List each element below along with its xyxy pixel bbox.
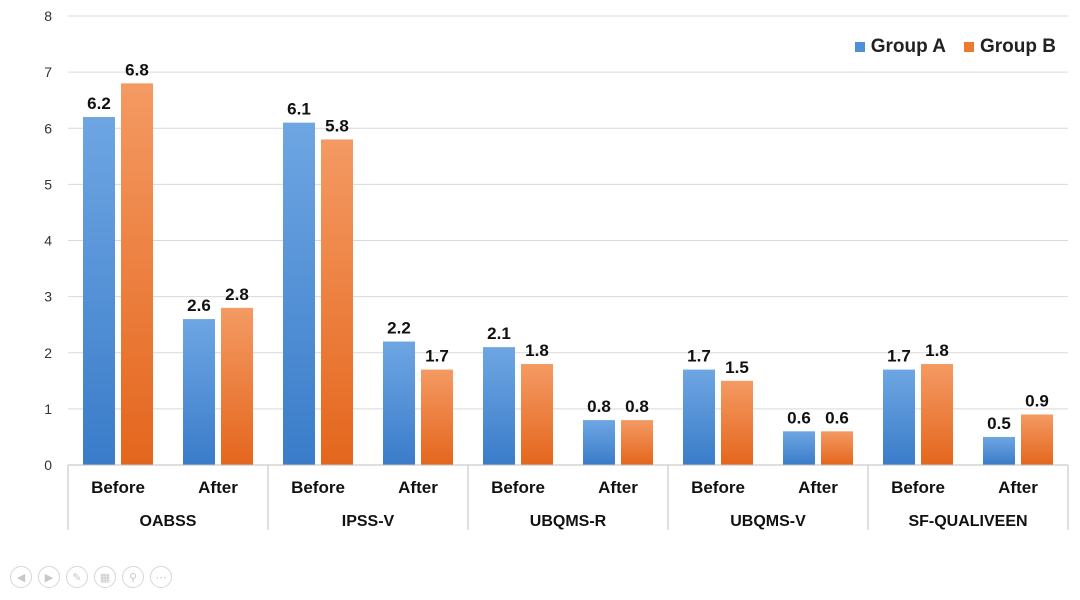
y-tick-label: 3: [44, 289, 52, 305]
data-label: 0.9: [1025, 391, 1049, 410]
legend-item-group-a: Group A: [854, 36, 946, 58]
legend-swatch-group-b: [964, 42, 974, 52]
data-label: 1.5: [725, 358, 749, 377]
data-label: 0.8: [587, 397, 611, 416]
data-label: 1.7: [425, 347, 449, 366]
data-label: 0.6: [787, 408, 811, 427]
data-label: 2.2: [387, 319, 411, 338]
group-label: SF-QUALIVEEN: [908, 513, 1027, 530]
data-label: 0.6: [825, 408, 849, 427]
data-label: 1.7: [687, 347, 711, 366]
data-label: 1.8: [525, 341, 549, 360]
x-tick-label: After: [398, 478, 438, 497]
bar-group-a: [883, 369, 915, 465]
data-label: 0.8: [625, 397, 649, 416]
x-tick-label: After: [198, 478, 238, 497]
bar-group-a: [683, 369, 715, 465]
legend-label-group-b: Group B: [980, 36, 1056, 57]
x-tick-label: After: [598, 478, 638, 497]
legend: Group A Group B: [854, 36, 1056, 58]
data-label: 2.6: [187, 296, 211, 315]
pen-icon[interactable]: ✎: [66, 566, 88, 588]
y-tick-label: 4: [44, 233, 52, 249]
y-tick-label: 0: [44, 457, 52, 473]
group-label: UBQMS-R: [530, 513, 607, 530]
bar-group-a: [283, 122, 315, 465]
y-tick-label: 6: [44, 120, 52, 136]
data-label: 1.8: [925, 341, 949, 360]
y-tick-label: 1: [44, 401, 52, 417]
data-label: 1.7: [887, 347, 911, 366]
y-tick-label: 2: [44, 345, 52, 361]
prev-icon[interactable]: ◀: [10, 566, 32, 588]
y-tick-label: 5: [44, 176, 52, 192]
bar-group-a: [983, 436, 1015, 465]
bars: [83, 83, 1053, 466]
legend-item-group-b: Group B: [964, 36, 1056, 58]
group-label: IPSS-V: [342, 513, 395, 530]
x-tick-label: Before: [291, 478, 345, 497]
bar-group-b: [821, 431, 853, 465]
bar-group-a: [483, 347, 515, 465]
bar-group-a: [383, 341, 415, 465]
bar-group-b: [621, 420, 653, 465]
bar-group-b: [121, 83, 153, 465]
gridlines: [68, 15, 1068, 466]
x-tick-label: After: [798, 478, 838, 497]
y-tick-label: 7: [44, 64, 52, 80]
bar-group-b: [421, 369, 453, 465]
data-labels: 6.2 6.8 2.6 2.8 6.1 5.8 2.2 1.7 2.1 1.8 0.8 0.8 1.7 1…: [87, 60, 1049, 433]
y-tick-label: 8: [44, 8, 52, 24]
bar-group-b: [221, 307, 253, 465]
bar-group-b: [721, 380, 753, 465]
y-axis: 0 1 2 3 4 5 6 7 8: [44, 8, 52, 473]
data-label: 2.1: [487, 324, 511, 343]
x-tick-label: Before: [91, 478, 145, 497]
legend-swatch-group-a: [854, 42, 865, 52]
group-label: UBQMS-V: [730, 513, 806, 530]
data-label: 6.1: [287, 100, 311, 119]
bar-group-a: [583, 420, 615, 465]
x-tick-label: Before: [491, 478, 545, 497]
data-label: 6.2: [87, 94, 111, 113]
x-tick-label: After: [998, 478, 1038, 497]
slideshow-toolbar: ◀ ▶ ✎ ▦ ⚲ ⋯: [10, 566, 172, 588]
bar-group-a: [83, 117, 115, 466]
more-icon[interactable]: ⋯: [150, 566, 172, 588]
bar-group-b: [321, 139, 353, 465]
next-icon[interactable]: ▶: [38, 566, 60, 588]
data-label: 6.8: [125, 60, 149, 79]
x-tick-label: Before: [691, 478, 745, 497]
bar-group-b: [521, 363, 553, 465]
bar-group-a: [183, 319, 215, 465]
bar-group-b: [921, 363, 953, 465]
data-label: 0.5: [987, 414, 1011, 433]
group-label: OABSS: [140, 513, 197, 530]
data-label: 5.8: [325, 116, 349, 135]
bar-group-a: [783, 431, 815, 465]
zoom-icon[interactable]: ⚲: [122, 566, 144, 588]
slides-icon[interactable]: ▦: [94, 566, 116, 588]
legend-label-group-a: Group A: [870, 36, 946, 57]
data-label: 2.8: [225, 285, 249, 304]
bar-group-b: [1021, 414, 1053, 465]
x-tick-label: Before: [891, 478, 945, 497]
